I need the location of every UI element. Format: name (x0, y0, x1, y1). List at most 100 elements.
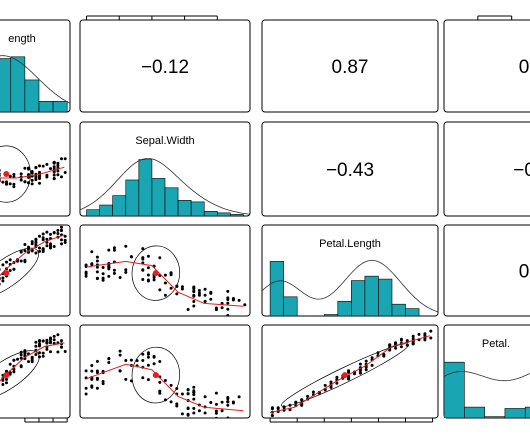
data-point (215, 319, 218, 322)
data-point (0, 169, 1, 172)
data-point (8, 371, 12, 375)
panel-r1-c3 (443, 121, 530, 217)
data-point (19, 172, 23, 176)
data-point (30, 356, 34, 360)
data-point (45, 230, 49, 234)
data-point (399, 345, 403, 349)
panel-r1-c0 (0, 121, 71, 217)
data-point (8, 258, 12, 262)
data-point (84, 369, 88, 373)
data-point (12, 182, 16, 186)
data-point (394, 346, 398, 350)
data-point (30, 240, 34, 244)
data-point (175, 404, 179, 408)
data-point (169, 383, 173, 387)
data-point (232, 318, 235, 321)
data-point (30, 360, 34, 364)
data-point (38, 344, 41, 348)
data-point (152, 275, 156, 279)
data-point (12, 370, 16, 374)
data-point (95, 259, 99, 263)
histogram-bar (230, 214, 244, 216)
histogram-Sepal.Width (80, 158, 250, 216)
data-point (214, 402, 218, 406)
data-point (95, 386, 99, 390)
data-point (146, 352, 150, 356)
data-point (141, 359, 145, 362)
histogram-bar (217, 212, 231, 216)
data-point (38, 342, 41, 346)
data-point (63, 234, 67, 238)
data-point (63, 238, 67, 242)
data-point (107, 265, 111, 269)
correlation-ellipse (0, 145, 31, 203)
data-point (276, 407, 280, 411)
data-point (411, 337, 415, 341)
data-point (158, 288, 162, 292)
data-point (8, 182, 12, 186)
data-point (19, 353, 23, 357)
data-point (231, 401, 235, 405)
data-point (23, 249, 27, 253)
data-point (399, 337, 403, 341)
histogram-bar (52, 101, 68, 112)
data-point (60, 238, 63, 242)
data-point (158, 389, 162, 393)
scatter-panel-r3-c0 (0, 333, 67, 400)
data-point (52, 177, 56, 181)
data-point (364, 365, 368, 369)
data-point (423, 338, 427, 342)
data-point (221, 424, 224, 427)
data-point (411, 334, 415, 338)
density-curve (80, 158, 250, 215)
data-point (370, 363, 374, 367)
data-point (226, 289, 230, 293)
data-point (12, 358, 16, 362)
data-point (0, 174, 1, 177)
data-point (101, 276, 105, 280)
data-point (60, 225, 63, 229)
data-point (388, 343, 392, 347)
data-point (192, 300, 196, 303)
data-point (41, 351, 45, 355)
data-point (192, 294, 196, 298)
mean-point (3, 270, 10, 277)
data-point (186, 388, 190, 392)
data-point (90, 364, 94, 367)
histogram-bar (151, 178, 166, 216)
data-point (30, 178, 34, 182)
data-point (220, 306, 224, 310)
data-point (8, 269, 12, 272)
histogram-bar (269, 261, 284, 316)
histogram-bar (351, 280, 366, 316)
data-point (226, 400, 230, 404)
data-point (203, 411, 207, 415)
panel-r2-c0 (0, 224, 71, 317)
data-point (90, 385, 94, 389)
data-point (101, 382, 105, 386)
axes-layer (24, 15, 513, 423)
variable-label: ength (8, 33, 36, 45)
data-point (23, 243, 27, 246)
data-point (95, 255, 99, 259)
data-point (56, 164, 60, 167)
data-point (203, 299, 207, 303)
data-point (52, 231, 56, 234)
data-point (107, 361, 111, 364)
data-point (358, 371, 362, 375)
data-point (1, 276, 5, 280)
data-point (192, 287, 196, 291)
mean-point (152, 372, 159, 379)
density-curve (444, 371, 530, 382)
loess-smoother (0, 234, 65, 277)
data-point (141, 278, 145, 281)
data-point (12, 367, 16, 371)
correlation-ellipse (0, 350, 40, 400)
data-point (186, 406, 190, 410)
data-point (180, 285, 184, 289)
data-point (52, 245, 56, 248)
data-point (8, 174, 12, 178)
data-point (203, 287, 207, 291)
data-point (203, 395, 207, 399)
data-point (60, 339, 63, 343)
